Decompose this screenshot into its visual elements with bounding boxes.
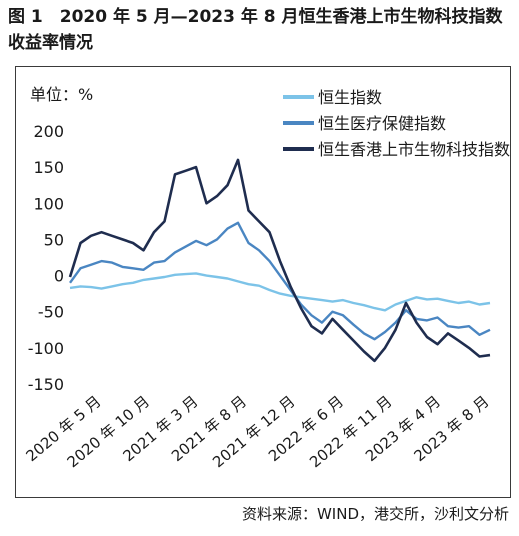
- x-tick-label: 2020 年 10 月: [64, 392, 153, 471]
- y-axis-unit-label: 单位：%: [30, 85, 93, 104]
- y-tick-label: -100: [28, 339, 64, 358]
- y-tick-label: -50: [38, 303, 64, 322]
- y-tick-label: 50: [44, 230, 64, 249]
- source-note: 资料来源：WIND，港交所，沙利文分析: [241, 505, 509, 523]
- legend-label: 恒生香港上市生物科技指数: [318, 140, 510, 159]
- legend-label: 恒生医疗保健指数: [318, 114, 446, 133]
- x-tick-label: 2021 年 12 月: [209, 392, 298, 471]
- y-tick-label: -150: [28, 375, 64, 394]
- y-tick-label: 0: [54, 267, 64, 286]
- y-tick-label: 100: [33, 194, 64, 213]
- series-line-0: [69, 272, 491, 312]
- series-line-2: [68, 158, 491, 363]
- y-axis-ticks: 200 150 100 50 0 -50 -100 -150: [28, 122, 64, 394]
- series-line-1: [69, 221, 491, 341]
- y-tick-label: 150: [33, 158, 64, 177]
- x-tick-label: 2022 年 11 月: [306, 392, 395, 471]
- y-tick-label: 200: [33, 122, 64, 141]
- legend-label: 恒生指数: [318, 88, 382, 107]
- series-lines: [68, 158, 491, 363]
- figure-title: 图 1 2020 年 5 月—2023 年 8 月恒生香港上市生物科技指数收益率…: [8, 7, 503, 53]
- chart-frame: [15, 66, 511, 498]
